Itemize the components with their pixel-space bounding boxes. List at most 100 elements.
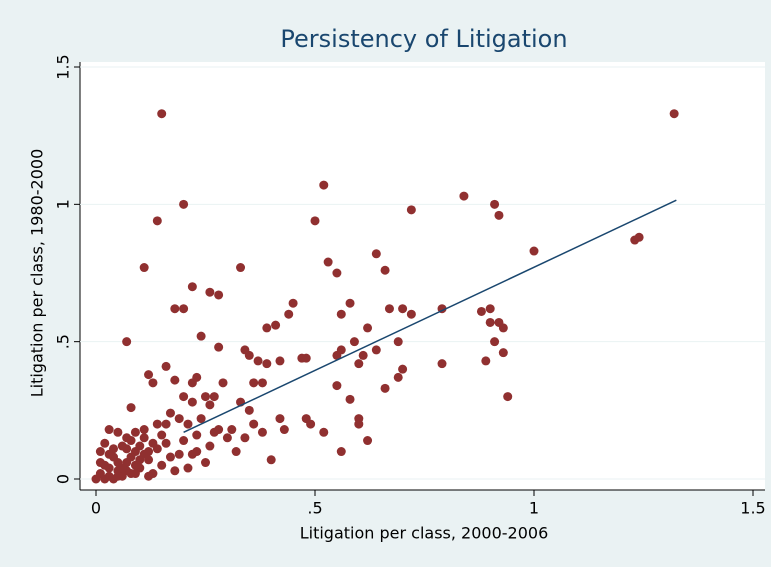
point — [113, 427, 123, 437]
point — [437, 359, 447, 369]
point — [244, 350, 254, 360]
point — [288, 298, 298, 308]
point — [406, 205, 416, 215]
point — [126, 403, 136, 413]
point — [393, 337, 403, 347]
point — [336, 345, 346, 355]
point — [174, 449, 184, 459]
point — [104, 463, 114, 473]
point — [152, 216, 162, 226]
point — [104, 425, 114, 435]
point — [476, 306, 486, 316]
point — [345, 298, 355, 308]
point — [201, 458, 210, 468]
point — [393, 372, 403, 382]
point — [148, 378, 158, 388]
point — [363, 323, 373, 333]
point — [214, 425, 224, 435]
point — [380, 265, 390, 275]
point — [205, 400, 215, 410]
x-axis-label: Litigation per class, 2000-2006 — [300, 524, 549, 543]
point — [319, 180, 329, 190]
x-tick-label: 1 — [529, 499, 539, 518]
point — [187, 397, 197, 407]
point — [406, 309, 416, 319]
point — [371, 249, 381, 259]
y-axis-label: Litigation per class, 1980-2000 — [28, 149, 47, 398]
point — [174, 414, 184, 424]
point — [205, 441, 215, 451]
point — [179, 304, 189, 314]
fit-line — [183, 199, 677, 433]
point — [236, 263, 246, 273]
point — [336, 309, 346, 319]
point — [244, 405, 254, 415]
point — [279, 425, 289, 435]
point — [139, 433, 149, 443]
point — [271, 320, 281, 330]
point — [187, 449, 197, 459]
point — [323, 257, 333, 267]
point — [170, 304, 180, 314]
point — [669, 109, 679, 119]
point — [354, 359, 364, 369]
point — [227, 425, 237, 435]
point — [161, 438, 171, 448]
point — [498, 348, 508, 358]
point — [240, 433, 250, 443]
point — [363, 436, 373, 446]
point — [345, 394, 355, 404]
point — [201, 392, 210, 402]
point — [139, 263, 149, 273]
point — [249, 378, 259, 388]
point — [266, 455, 276, 465]
point — [144, 370, 154, 380]
point — [498, 323, 508, 333]
point — [332, 381, 342, 391]
point — [144, 471, 154, 481]
point — [253, 356, 263, 366]
point — [91, 474, 101, 484]
point — [231, 447, 241, 457]
point — [371, 345, 381, 355]
point — [490, 337, 500, 347]
point — [95, 447, 105, 457]
x-tick-label: 0 — [91, 499, 101, 518]
point — [192, 430, 202, 440]
point — [179, 392, 189, 402]
point — [170, 466, 180, 476]
point — [161, 361, 171, 371]
point — [179, 199, 189, 209]
point — [205, 287, 215, 297]
point — [148, 438, 158, 448]
point — [209, 392, 219, 402]
point — [222, 433, 232, 443]
point — [165, 452, 175, 462]
point — [358, 350, 368, 360]
point — [161, 419, 171, 429]
plot-region — [80, 62, 765, 490]
point — [157, 460, 167, 470]
point — [380, 383, 390, 393]
point — [275, 414, 285, 424]
point — [384, 304, 394, 314]
point — [100, 474, 110, 484]
point — [152, 419, 162, 429]
point — [275, 356, 285, 366]
point — [196, 414, 206, 424]
point — [113, 471, 123, 481]
point — [494, 210, 504, 220]
point — [122, 337, 132, 347]
point — [170, 375, 180, 385]
point — [257, 427, 267, 437]
chart-title: Persistency of Litigation — [280, 25, 567, 53]
point — [262, 323, 272, 333]
point — [310, 216, 320, 226]
point — [183, 419, 193, 429]
x-tick-label: 1.5 — [740, 499, 765, 518]
point — [135, 441, 145, 451]
point — [130, 469, 140, 479]
point — [214, 290, 224, 300]
y-tick-label: 1.5 — [54, 54, 73, 79]
point — [218, 378, 228, 388]
